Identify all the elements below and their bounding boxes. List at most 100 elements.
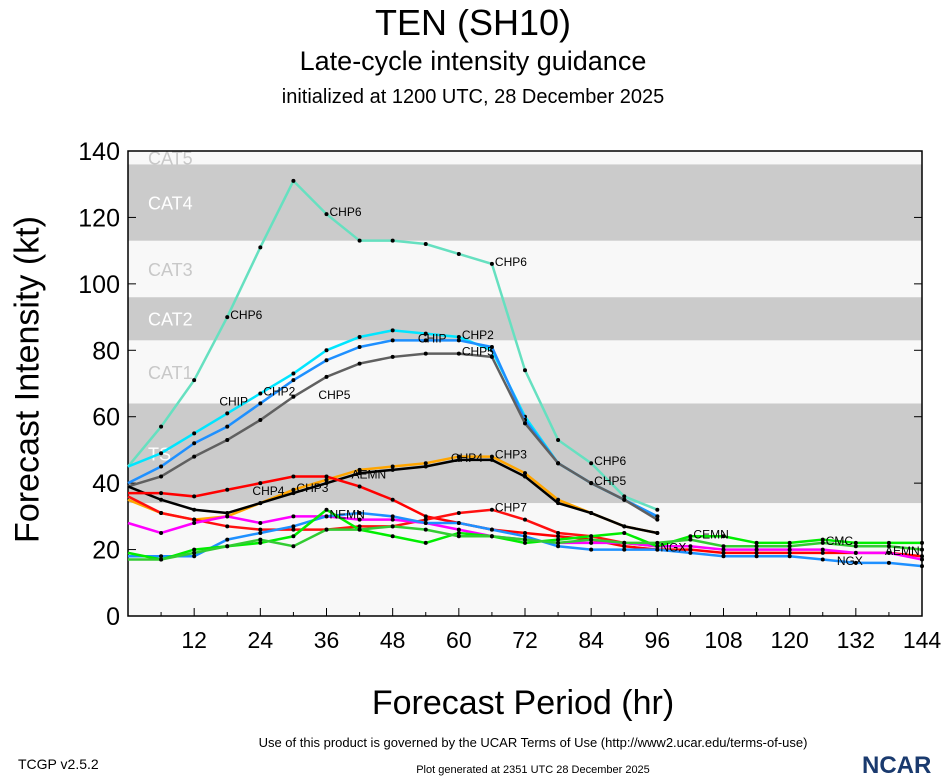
data-point-cemn — [920, 540, 924, 545]
data-point-cemn — [721, 534, 726, 539]
generated-time: Plot generated at 2351 UTC 28 December 2… — [416, 764, 650, 776]
data-point-chp5 — [390, 354, 395, 359]
data-point-cemn — [589, 534, 594, 539]
data-point-chp2 — [258, 391, 263, 396]
data-point-chip — [489, 344, 494, 349]
x-tick-label: 48 — [380, 627, 406, 653]
data-point-aemn — [688, 547, 693, 552]
y-tick-label: 80 — [92, 337, 120, 365]
series-label-chip: CHIP — [418, 331, 447, 345]
data-point-ngx — [787, 554, 792, 559]
data-point-aemn — [556, 534, 561, 539]
data-point-cemn — [258, 540, 263, 545]
data-point-chp7 — [258, 527, 263, 532]
data-point-aemn — [291, 474, 296, 479]
data-point-cmc — [192, 550, 197, 555]
data-point-chp5 — [225, 437, 230, 442]
data-point-chp6 — [655, 507, 660, 512]
data-point-ngx — [886, 560, 891, 565]
data-point-chp7 — [456, 511, 461, 516]
data-point-nemn — [688, 544, 693, 549]
data-point-chp2 — [390, 328, 395, 333]
data-point-chp5 — [589, 481, 594, 486]
band-label: CAT3 — [148, 260, 193, 280]
data-point-cmc — [423, 527, 428, 532]
data-point-ngx — [357, 511, 362, 516]
data-point-aemn — [820, 550, 825, 555]
x-tick-label: 12 — [181, 627, 207, 653]
series-label-aemn: AEMN — [352, 468, 387, 482]
data-point-chp7 — [489, 507, 494, 512]
band-cat5 — [128, 151, 922, 165]
y-tick-label: 120 — [78, 204, 120, 232]
x-tick-label: 36 — [314, 627, 340, 653]
data-point-chp2 — [357, 335, 362, 339]
x-tick-label: 24 — [248, 627, 274, 653]
data-point-cemn — [787, 540, 792, 545]
data-point-chp6 — [159, 424, 164, 429]
y-axis-label: Forecast Intensity (kt) — [8, 216, 47, 543]
series-label-nemn: NEMN — [330, 507, 365, 521]
data-point-aemn — [787, 550, 792, 555]
data-point-chp6 — [622, 494, 627, 499]
data-point-chp3 — [324, 477, 329, 482]
series-label-ngx: NGX — [837, 554, 863, 568]
data-point-cmc — [556, 540, 561, 545]
data-point-cmc — [622, 540, 627, 545]
data-point-chp7 — [159, 511, 164, 516]
x-axis-label: Forecast Period (hr) — [371, 684, 675, 722]
x-tick-label: 144 — [903, 627, 942, 653]
data-point-chip — [192, 441, 197, 446]
data-point-chp2 — [324, 348, 329, 353]
data-point-chp6 — [291, 178, 296, 183]
data-point-ngx — [159, 554, 164, 559]
data-point-chp5 — [423, 351, 428, 356]
data-point-cemn — [423, 540, 428, 545]
data-point-cemn — [324, 507, 329, 512]
x-tick-label: 72 — [512, 627, 538, 653]
data-point-chp6 — [423, 242, 428, 246]
band-label: CAT4 — [148, 193, 193, 213]
data-point-nemn — [159, 530, 164, 535]
data-point-cemn — [523, 540, 527, 545]
data-point-chp2 — [291, 371, 296, 376]
data-point-chp6 — [324, 212, 329, 217]
data-point-cemn — [291, 534, 296, 539]
data-point-chp6 — [556, 437, 561, 442]
data-point-chp6 — [523, 368, 527, 373]
data-point-cmc — [853, 544, 858, 549]
series-label-cemn: CEMN — [693, 527, 728, 541]
data-point-cmc — [589, 537, 594, 542]
data-point-nemn — [721, 547, 726, 552]
series-label-chp5: CHP5 — [594, 474, 626, 488]
data-point-chp7 — [523, 517, 527, 522]
ncar-logo: NCAR — [862, 752, 932, 779]
data-point-chip — [357, 344, 362, 349]
series-label-chip: CHIP — [219, 394, 248, 408]
band-cat4 — [128, 164, 922, 241]
data-point-ngx — [423, 521, 428, 525]
data-point-cemn — [655, 544, 660, 549]
series-label-chp2: CHP2 — [462, 328, 494, 342]
data-point-chp7 — [357, 524, 362, 529]
series-label-chp5: CHP5 — [462, 345, 494, 359]
data-point-chp5 — [291, 394, 296, 399]
x-tick-label: 132 — [837, 627, 875, 653]
data-point-cemn — [688, 534, 693, 539]
data-point-ngx — [291, 524, 296, 529]
data-point-chp4 — [225, 511, 230, 516]
series-label-cmc: CMC — [826, 534, 854, 548]
data-point-chp3 — [423, 461, 428, 466]
series-label-chp6: CHP6 — [594, 454, 626, 468]
data-point-ngx — [258, 530, 263, 535]
data-point-cmc — [787, 544, 792, 549]
data-point-cmc — [357, 527, 362, 532]
data-point-nemn — [258, 521, 263, 525]
data-point-nemn — [886, 550, 891, 555]
data-point-cmc — [721, 544, 726, 549]
data-point-cmc — [489, 534, 494, 539]
version-label: TCGP v2.5.2 — [18, 756, 99, 772]
data-point-chp4 — [456, 457, 461, 462]
data-point-ngx — [390, 514, 395, 519]
